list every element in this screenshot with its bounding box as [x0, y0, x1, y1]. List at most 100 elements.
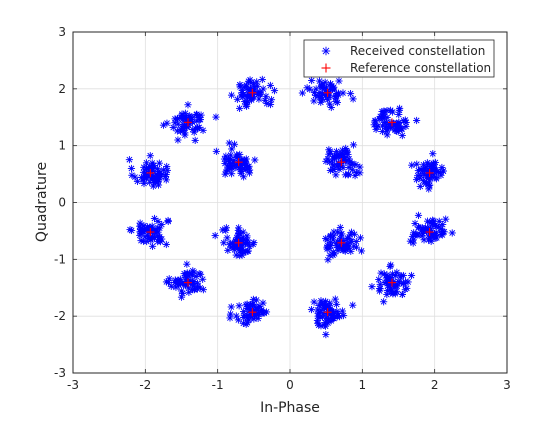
received-point [326, 299, 334, 307]
received-point [327, 103, 335, 112]
received-point [336, 243, 344, 251]
received-point [334, 309, 342, 318]
y-tick-label: -3 [54, 366, 66, 380]
reference-point [146, 168, 155, 177]
received-point [351, 172, 359, 180]
received-point [191, 136, 199, 145]
legend-plus-icon [321, 63, 331, 73]
received-point [448, 229, 456, 237]
received-point [146, 152, 154, 160]
received-point [127, 164, 136, 173]
received-point [262, 92, 270, 100]
received-point [383, 113, 391, 122]
received-point [375, 275, 383, 284]
received-point [414, 172, 422, 180]
received-point [310, 88, 319, 97]
received-point [233, 95, 241, 103]
x-tick-label: -3 [67, 378, 79, 392]
received-point [439, 227, 447, 236]
received-point [334, 152, 342, 160]
reference-point [337, 158, 346, 167]
received-point [356, 234, 365, 242]
received-point [332, 300, 341, 308]
received-point [222, 224, 230, 232]
legend-label-received: Received constellation [350, 44, 485, 58]
received-point [357, 247, 366, 255]
received-point [315, 77, 324, 85]
reference-point [184, 118, 193, 127]
received-point [397, 125, 406, 133]
received-point [150, 179, 158, 187]
received-point [228, 145, 236, 153]
reference-point [387, 278, 396, 287]
received-point [162, 170, 170, 179]
received-point [310, 298, 318, 306]
received-point [177, 293, 186, 301]
received-point [171, 115, 179, 123]
reference-point [323, 88, 332, 97]
received-point [330, 228, 338, 236]
received-point [244, 247, 252, 255]
received-point [183, 114, 191, 122]
received-point [423, 217, 432, 225]
received-point [410, 229, 418, 237]
received-point [421, 166, 429, 174]
received-point [370, 121, 378, 129]
received-point [435, 223, 443, 231]
received-point [237, 246, 246, 255]
received-point [167, 282, 175, 290]
received-point [442, 215, 450, 223]
received-point [408, 161, 416, 169]
received-point [383, 286, 392, 295]
received-point [133, 177, 142, 185]
received-point [339, 311, 348, 320]
reference-point [146, 228, 155, 237]
received-point [183, 270, 191, 278]
received-point [425, 182, 433, 190]
received-point [336, 223, 344, 232]
x-tick-label: 0 [286, 378, 294, 392]
reference-point [425, 168, 434, 177]
received-point [329, 251, 337, 259]
received-point [184, 101, 192, 109]
received-point [193, 110, 201, 118]
received-point [164, 217, 172, 226]
received-point [399, 271, 407, 280]
received-point [178, 110, 186, 118]
received-point [172, 283, 180, 291]
received-point [332, 97, 340, 106]
received-point [341, 171, 349, 179]
received-point [199, 126, 207, 134]
received-point [303, 84, 311, 92]
received-point [127, 226, 136, 235]
received-point [398, 290, 406, 298]
received-point [423, 159, 431, 167]
received-point [196, 115, 205, 124]
received-point [344, 242, 352, 250]
received-point [308, 76, 316, 85]
received-point [413, 160, 421, 168]
received-point [413, 116, 421, 125]
received-point [380, 109, 388, 117]
received-point [220, 239, 228, 247]
legend: Received constellation Reference constel… [303, 39, 495, 78]
received-point [344, 150, 352, 159]
received-point [329, 236, 337, 244]
received-point [439, 220, 447, 229]
received-point [183, 260, 191, 268]
received-point [314, 312, 322, 320]
received-point [154, 217, 162, 225]
received-point [223, 234, 231, 242]
received-point [317, 322, 325, 330]
received-point [322, 330, 330, 339]
received-point [409, 236, 417, 244]
received-point [313, 316, 322, 325]
received-point [141, 233, 149, 241]
received-point [199, 275, 207, 283]
received-point [390, 277, 398, 286]
received-point [402, 122, 410, 131]
received-point [401, 285, 409, 293]
received-point [411, 219, 419, 228]
received-point [179, 124, 188, 132]
y-tick-label: 0 [58, 196, 66, 210]
